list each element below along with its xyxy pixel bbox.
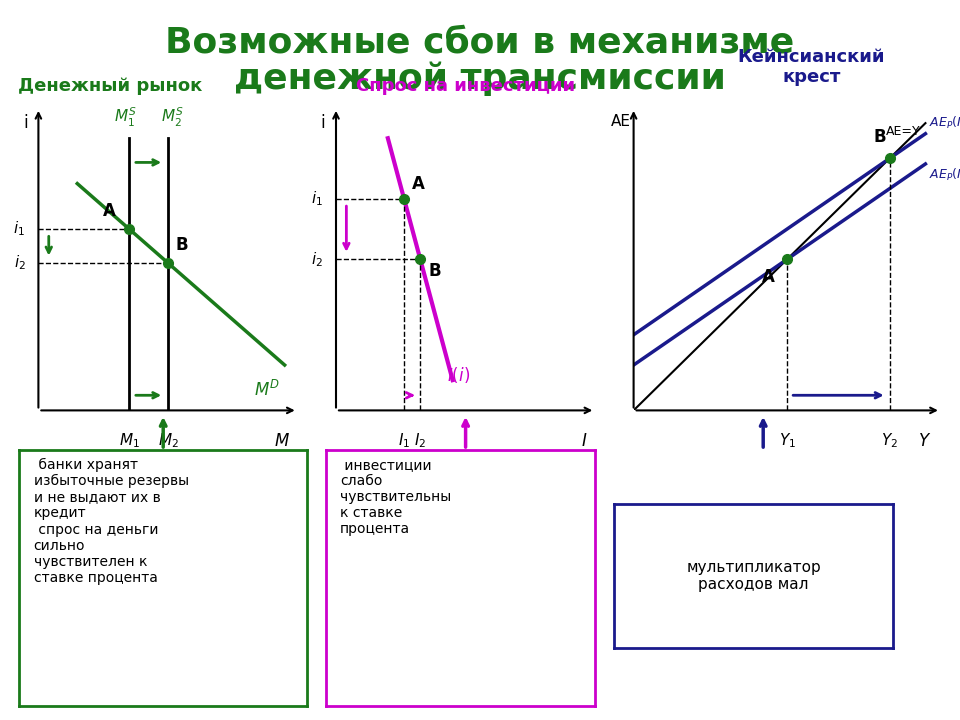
Text: денежной трансмиссии: денежной трансмиссии bbox=[234, 61, 726, 96]
Text: $Y_1$: $Y_1$ bbox=[779, 431, 796, 450]
Text: Кейнсианский
крест: Кейнсианский крест bbox=[737, 48, 885, 86]
Text: мультипликатор
расходов мал: мультипликатор расходов мал bbox=[686, 560, 821, 592]
Text: $M^D$: $M^D$ bbox=[253, 380, 279, 400]
Text: Денежный рынок: Денежный рынок bbox=[18, 77, 203, 95]
Text: $i_2$: $i_2$ bbox=[13, 253, 25, 272]
Text: $AE_P(I_1)$: $AE_P(I_1)$ bbox=[928, 167, 960, 183]
Text: $I_1$: $I_1$ bbox=[398, 431, 410, 450]
Text: A: A bbox=[412, 175, 424, 193]
Text: $M^S_1$: $M^S_1$ bbox=[114, 106, 136, 129]
Text: AE=Y: AE=Y bbox=[885, 125, 920, 138]
Text: $M^S_2$: $M^S_2$ bbox=[160, 106, 183, 129]
Text: Спрос на инвестиции: Спрос на инвестиции bbox=[356, 77, 575, 95]
Text: A: A bbox=[762, 269, 775, 287]
Text: $i_1$: $i_1$ bbox=[311, 189, 323, 208]
Text: i: i bbox=[23, 114, 28, 132]
Text: AE: AE bbox=[612, 114, 632, 129]
Text: $AE_P(I_2)$: $AE_P(I_2)$ bbox=[928, 114, 960, 131]
Text: i: i bbox=[321, 114, 325, 132]
Text: $Y$: $Y$ bbox=[919, 431, 931, 449]
Text: $M_1$: $M_1$ bbox=[119, 431, 139, 450]
Text: $I$: $I$ bbox=[581, 431, 588, 449]
Text: $i_2$: $i_2$ bbox=[311, 250, 323, 269]
Text: B: B bbox=[874, 128, 886, 146]
Text: $Y_2$: $Y_2$ bbox=[881, 431, 899, 450]
Text: $I(i)$: $I(i)$ bbox=[447, 365, 470, 385]
Text: B: B bbox=[428, 262, 441, 280]
Text: $i_1$: $i_1$ bbox=[13, 220, 25, 238]
Text: B: B bbox=[176, 236, 188, 254]
Text: инвестиции
слабо
чувствительны
к ставке
процента: инвестиции слабо чувствительны к ставке … bbox=[340, 458, 451, 536]
Text: $M_2$: $M_2$ bbox=[157, 431, 179, 450]
Text: банки хранят
избыточные резервы
и не выдают их в
кредит
 спрос на деньги
сильно
: банки хранят избыточные резервы и не выд… bbox=[34, 458, 189, 585]
Text: Возможные сбои в механизме: Возможные сбои в механизме bbox=[165, 25, 795, 59]
Text: $I_2$: $I_2$ bbox=[414, 431, 426, 450]
Text: $M$: $M$ bbox=[274, 431, 290, 449]
Text: A: A bbox=[104, 202, 116, 220]
